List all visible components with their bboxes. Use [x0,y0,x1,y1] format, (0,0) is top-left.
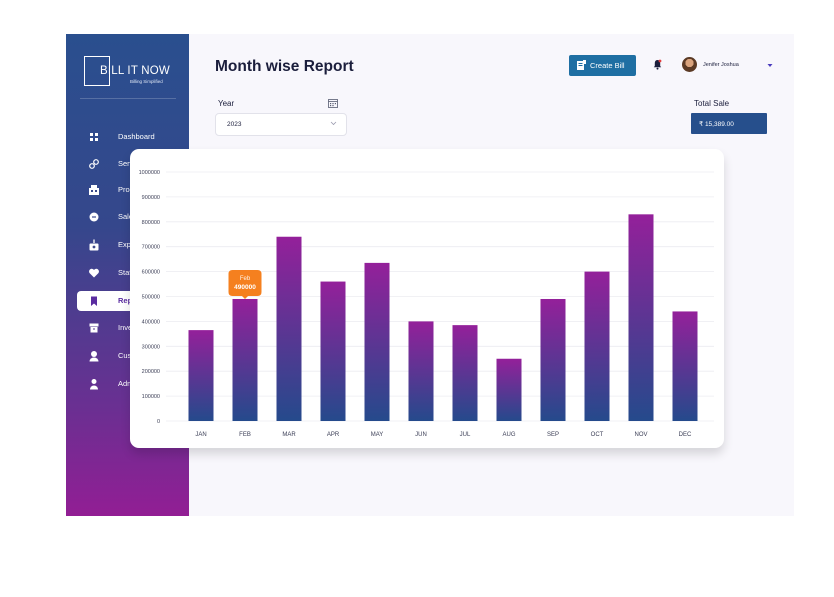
x-tick-label: AUG [502,432,515,438]
year-label: Year [218,99,235,108]
bar-chart: 0 100000 200000 300000 400000 500000 600000 700… [139,170,714,438]
x-tick-label: JAN [195,432,206,438]
grid-icon [90,133,98,141]
bar-feb[interactable] [232,298,258,421]
sidebar-item-sales[interactable]: Sales [77,207,178,227]
caret-down-icon[interactable] [767,63,773,68]
customer-icon [89,351,99,362]
tooltip-bubble [228,269,262,299]
x-tick-label: JUL [460,432,471,438]
chevron-down-icon [330,121,337,126]
x-tick-label: APR [327,432,340,438]
year-select[interactable]: 2023 [215,113,347,136]
y-tick-label: 600000 [142,270,160,276]
bar-jan[interactable] [188,330,214,421]
y-tick-label: 400000 [142,319,160,325]
bell-icon[interactable] [653,59,662,70]
bookmark-icon [91,296,97,306]
y-tick-label: 500000 [142,295,160,301]
x-tick-label: MAY [371,432,384,438]
calendar-icon[interactable] [328,98,338,108]
sidebar-item-staff[interactable]: Staff [77,263,178,283]
tooltip-title: Feb [240,276,251,282]
heart-icon [89,268,99,278]
bar-mar[interactable] [276,236,302,421]
sidebar-item-admin[interactable]: Admin [77,374,178,394]
chart-card: 0 100000 200000 300000 400000 500000 600000 700… [130,149,724,448]
sidebar-item-label: Dashboard [118,132,155,141]
total-sale-label: Total Sale [694,99,730,108]
avatar[interactable] [682,57,697,72]
sales-icon [89,212,99,222]
sidebar-divider [80,98,176,99]
bar-apr[interactable] [320,281,346,421]
create-bill-button[interactable]: Create Bill [569,55,636,76]
expense-icon [89,239,99,251]
y-tick-label: 800000 [142,220,160,226]
bar-dec[interactable] [672,311,698,421]
y-tick-label: 700000 [142,245,160,251]
x-tick-label: JUN [415,432,427,438]
x-tick-label: FEB [239,432,251,438]
bar-may[interactable] [364,262,390,421]
page-title: Month wise Report [215,58,354,75]
bar-nov[interactable] [628,214,654,421]
user-icon [90,379,98,390]
y-tick-label: 100000 [142,394,160,400]
bill-icon [577,60,586,70]
bar-jun[interactable] [408,321,434,421]
y-tick-label: 0 [157,419,160,425]
x-tick-label: MAR [282,432,296,438]
link-icon [89,159,99,169]
main-content: Month wise Report Create Bill Jenifer Jo… [189,34,794,516]
total-sale-value: ₹ 15,389.00 [699,121,734,128]
y-tick-label: 300000 [142,344,160,350]
logo[interactable]: BILL IT NOW Billing Simplified [84,56,172,86]
bar-sep[interactable] [540,298,566,421]
x-tick-label: DEC [679,432,692,438]
sidebar-item-label: Staff [118,268,134,277]
y-tick-label: 1000000 [139,170,160,176]
products-icon [89,185,99,195]
x-tick-label: NOV [634,432,647,438]
create-bill-label: Create Bill [590,61,625,70]
x-tick-label: OCT [591,432,604,438]
sidebar-item-label: Admin [118,379,140,388]
sidebar-item-label: Sales [118,212,137,221]
x-tick-label: SEP [547,432,559,438]
bar-aug[interactable] [496,358,522,421]
bar-jul[interactable] [452,325,478,421]
bar-oct[interactable] [584,271,610,421]
y-tick-label: 200000 [142,369,160,375]
logo-frame [84,56,110,86]
logo-title: BILL IT NOW [100,65,170,77]
sidebar-item-dashboard[interactable]: Dashboard [77,127,178,147]
logo-subtitle: Billing Simplified [130,79,163,84]
tooltip-value: 490000 [234,284,256,291]
archive-icon [89,323,99,333]
y-tick-label: 900000 [142,195,160,201]
total-sale-box: ₹ 15,389.00 [691,113,767,134]
user-name[interactable]: Jenifer Joshua [703,62,739,68]
year-value: 2023 [227,121,242,128]
